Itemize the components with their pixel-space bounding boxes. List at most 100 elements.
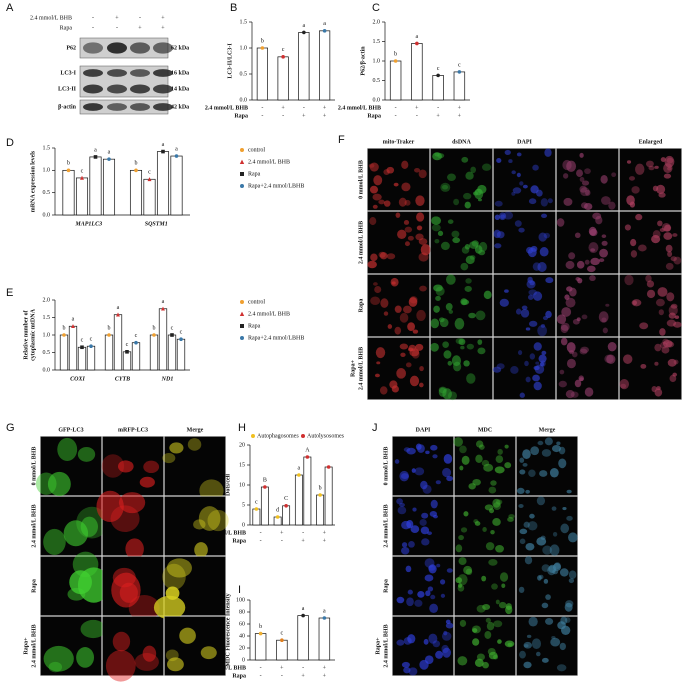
bar bbox=[303, 456, 312, 526]
cell bbox=[485, 542, 495, 551]
cell bbox=[405, 565, 412, 573]
cell bbox=[560, 337, 568, 346]
cell bbox=[455, 544, 463, 553]
cell bbox=[470, 166, 477, 174]
cell bbox=[442, 388, 452, 400]
cell bbox=[590, 248, 596, 252]
cell bbox=[576, 169, 584, 178]
cell bbox=[533, 342, 542, 351]
cell bbox=[425, 450, 430, 455]
cell bbox=[551, 444, 562, 453]
cell bbox=[403, 219, 410, 225]
cell bbox=[440, 593, 446, 598]
condition-mark: - bbox=[437, 105, 439, 111]
cell bbox=[459, 619, 467, 627]
cell bbox=[207, 509, 229, 532]
cell bbox=[368, 163, 375, 168]
condition-mark: - bbox=[260, 665, 262, 671]
cell bbox=[477, 339, 483, 345]
cell bbox=[659, 228, 666, 233]
cell bbox=[530, 185, 539, 194]
cell bbox=[128, 594, 160, 622]
micrograph bbox=[102, 616, 164, 676]
cell bbox=[446, 568, 453, 573]
cell bbox=[500, 214, 505, 219]
cell bbox=[488, 558, 498, 566]
cell bbox=[494, 214, 500, 221]
cell bbox=[448, 309, 454, 314]
cell bbox=[598, 311, 609, 323]
band-size: 62 kDa bbox=[171, 45, 189, 51]
cell bbox=[466, 373, 476, 384]
cell bbox=[400, 352, 406, 357]
band bbox=[83, 103, 103, 111]
band-size: 16 kDa bbox=[171, 70, 189, 76]
marker bbox=[240, 184, 244, 188]
cell bbox=[416, 225, 423, 231]
marker bbox=[240, 336, 244, 340]
x-tick-label: CYTB bbox=[115, 376, 130, 382]
cell bbox=[416, 309, 426, 322]
y-tick-label: 0.5 bbox=[240, 71, 248, 77]
cell bbox=[570, 391, 579, 398]
cell bbox=[490, 480, 497, 486]
bar bbox=[298, 32, 310, 101]
cell bbox=[468, 483, 476, 490]
cell bbox=[601, 240, 608, 246]
cell bbox=[440, 241, 450, 251]
cell bbox=[412, 329, 419, 334]
condition-label: Rapa bbox=[60, 25, 73, 31]
cell bbox=[468, 312, 476, 319]
cell bbox=[482, 661, 489, 669]
row-label: Rapa bbox=[358, 299, 364, 313]
cell bbox=[534, 364, 545, 374]
cell bbox=[416, 212, 425, 222]
cell bbox=[663, 173, 672, 179]
legend-label: Rapa bbox=[248, 323, 261, 329]
cell bbox=[421, 512, 429, 519]
cell bbox=[401, 542, 408, 548]
band-label: β-actin bbox=[58, 104, 76, 110]
cell bbox=[563, 197, 573, 206]
cell bbox=[414, 599, 423, 607]
cell bbox=[417, 590, 425, 598]
cell bbox=[461, 156, 469, 163]
cell bbox=[661, 223, 671, 232]
cell bbox=[571, 351, 578, 358]
cell bbox=[408, 347, 414, 352]
legend-label: 2.4 mmol/L BHB bbox=[248, 311, 290, 317]
cell bbox=[460, 345, 465, 350]
cell bbox=[532, 374, 540, 382]
cell bbox=[541, 564, 550, 572]
cell bbox=[418, 238, 428, 245]
significance-letter: a bbox=[72, 317, 75, 323]
cell bbox=[454, 318, 465, 330]
cell bbox=[187, 438, 202, 451]
cell bbox=[578, 375, 584, 382]
cell bbox=[437, 153, 445, 159]
cell bbox=[420, 526, 430, 535]
band bbox=[153, 103, 173, 111]
cell bbox=[619, 379, 629, 390]
bar bbox=[254, 633, 267, 661]
cell bbox=[624, 224, 631, 231]
y-tick-label: 1.5 bbox=[43, 145, 51, 151]
cell bbox=[463, 565, 473, 575]
significance-letter: b bbox=[153, 325, 156, 331]
cell bbox=[484, 630, 492, 639]
band-size: 42 kDa bbox=[171, 104, 189, 110]
marker bbox=[301, 434, 305, 438]
cell bbox=[438, 317, 445, 323]
cell bbox=[482, 603, 491, 610]
cell bbox=[483, 290, 492, 300]
cell bbox=[451, 230, 460, 238]
cell bbox=[518, 503, 524, 508]
legend-label: Rapa+2.4 mmol/LBHB bbox=[248, 183, 304, 189]
condition-mark: - bbox=[260, 530, 262, 536]
cell bbox=[374, 286, 382, 294]
cell bbox=[441, 184, 449, 190]
cell bbox=[399, 312, 409, 323]
cell bbox=[461, 455, 470, 465]
cell bbox=[581, 202, 588, 209]
condition-mark: - bbox=[303, 105, 305, 111]
